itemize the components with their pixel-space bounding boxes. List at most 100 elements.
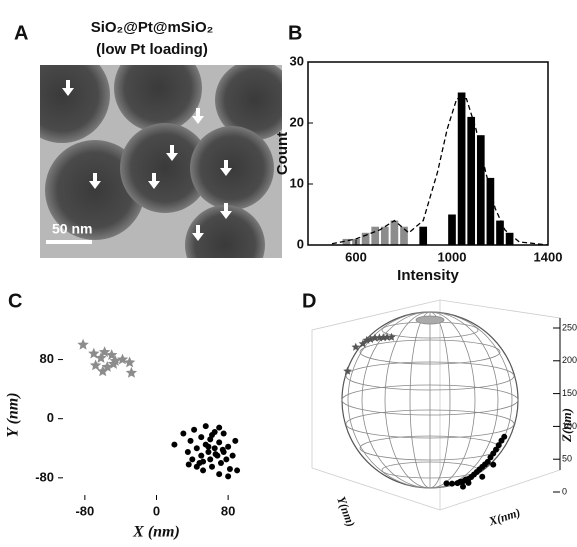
star-point	[97, 365, 109, 377]
x-axis-label: Intensity	[397, 267, 459, 284]
point	[229, 452, 236, 459]
panel-label: D	[302, 290, 316, 312]
star-point	[375, 333, 384, 342]
bar	[380, 226, 389, 245]
point	[220, 430, 227, 437]
point	[205, 448, 212, 455]
star-point	[366, 334, 375, 343]
star-point	[95, 352, 107, 363]
point	[202, 423, 209, 430]
point	[234, 467, 241, 474]
point	[443, 480, 450, 487]
point	[212, 451, 219, 458]
point	[209, 431, 216, 438]
fit-curve	[331, 97, 549, 246]
point	[501, 433, 508, 440]
point	[207, 456, 214, 463]
point	[209, 463, 216, 470]
z-tick-label: 150	[562, 388, 577, 398]
point	[223, 456, 230, 463]
z-tick-label: 50	[562, 454, 572, 464]
point	[200, 467, 207, 474]
point	[216, 471, 223, 478]
y-tick-label: 0	[297, 236, 304, 251]
bar	[505, 232, 514, 245]
z-axis-label: Z(nm)	[559, 408, 574, 443]
x-tick-label: 1000	[438, 249, 467, 264]
y-axis-label: Y(nm)	[334, 494, 358, 528]
x-tick-label: 80	[221, 503, 235, 518]
point	[216, 439, 223, 446]
y-tick-label: 80	[40, 351, 54, 366]
y-axis-label: Count	[274, 132, 291, 175]
point	[198, 452, 205, 459]
point	[490, 461, 497, 468]
bar	[476, 135, 485, 245]
y-tick-label: -80	[35, 469, 54, 484]
bar	[496, 220, 504, 245]
z-tick-label: 200	[562, 355, 577, 365]
star-point	[101, 361, 113, 372]
plot-frame	[307, 61, 549, 246]
point	[226, 465, 233, 472]
point	[189, 456, 196, 463]
point	[460, 483, 466, 490]
image-title: SiO₂@Pt@mSiO₂	[91, 19, 214, 36]
y-tick-label: 20	[290, 114, 304, 129]
x-tick-label: 1400	[534, 249, 563, 264]
point	[216, 424, 223, 431]
image-title: (low Pt loading)	[96, 41, 208, 58]
point	[217, 460, 224, 467]
star-point	[382, 332, 392, 341]
point	[198, 434, 205, 441]
y-tick-label: 30	[290, 53, 304, 68]
point	[205, 443, 212, 450]
point	[232, 437, 239, 444]
point	[225, 473, 232, 480]
star-point	[89, 359, 102, 371]
star-point	[125, 366, 138, 378]
point	[200, 458, 207, 465]
x-axis-label: X(nm)	[486, 505, 522, 529]
point	[493, 446, 499, 453]
star-point	[387, 332, 396, 341]
x-tick-label: 0	[153, 503, 160, 518]
x-axis-label: X (nm)	[132, 524, 180, 541]
point	[495, 442, 502, 449]
point	[191, 426, 198, 433]
point	[465, 479, 472, 486]
z-tick-label: 100	[562, 421, 577, 431]
x-tick-label: 600	[345, 249, 367, 264]
point	[185, 461, 192, 468]
sphere	[311, 299, 561, 511]
y-axis-label: Y (nm)	[5, 392, 22, 437]
star-point	[351, 342, 360, 351]
point	[484, 458, 491, 465]
point	[193, 463, 200, 470]
bar	[457, 92, 466, 245]
point	[184, 448, 191, 455]
bar	[419, 226, 428, 245]
point	[449, 480, 455, 487]
bar	[371, 226, 380, 245]
point	[180, 430, 187, 437]
tem-image	[40, 65, 282, 258]
point	[225, 443, 232, 450]
scale-bar-label: 50 nm	[52, 221, 92, 237]
bar	[390, 220, 399, 245]
star-point	[343, 366, 352, 375]
star-point	[370, 333, 380, 342]
panel-label: B	[288, 22, 302, 44]
point	[479, 473, 486, 480]
point	[219, 446, 226, 453]
bar	[400, 226, 408, 245]
bar	[448, 214, 456, 245]
star-point	[88, 347, 100, 359]
point	[187, 437, 194, 444]
star-point	[98, 346, 111, 357]
panel-label: A	[14, 22, 28, 44]
point	[171, 441, 178, 448]
point	[193, 445, 200, 452]
star-point	[116, 353, 129, 365]
